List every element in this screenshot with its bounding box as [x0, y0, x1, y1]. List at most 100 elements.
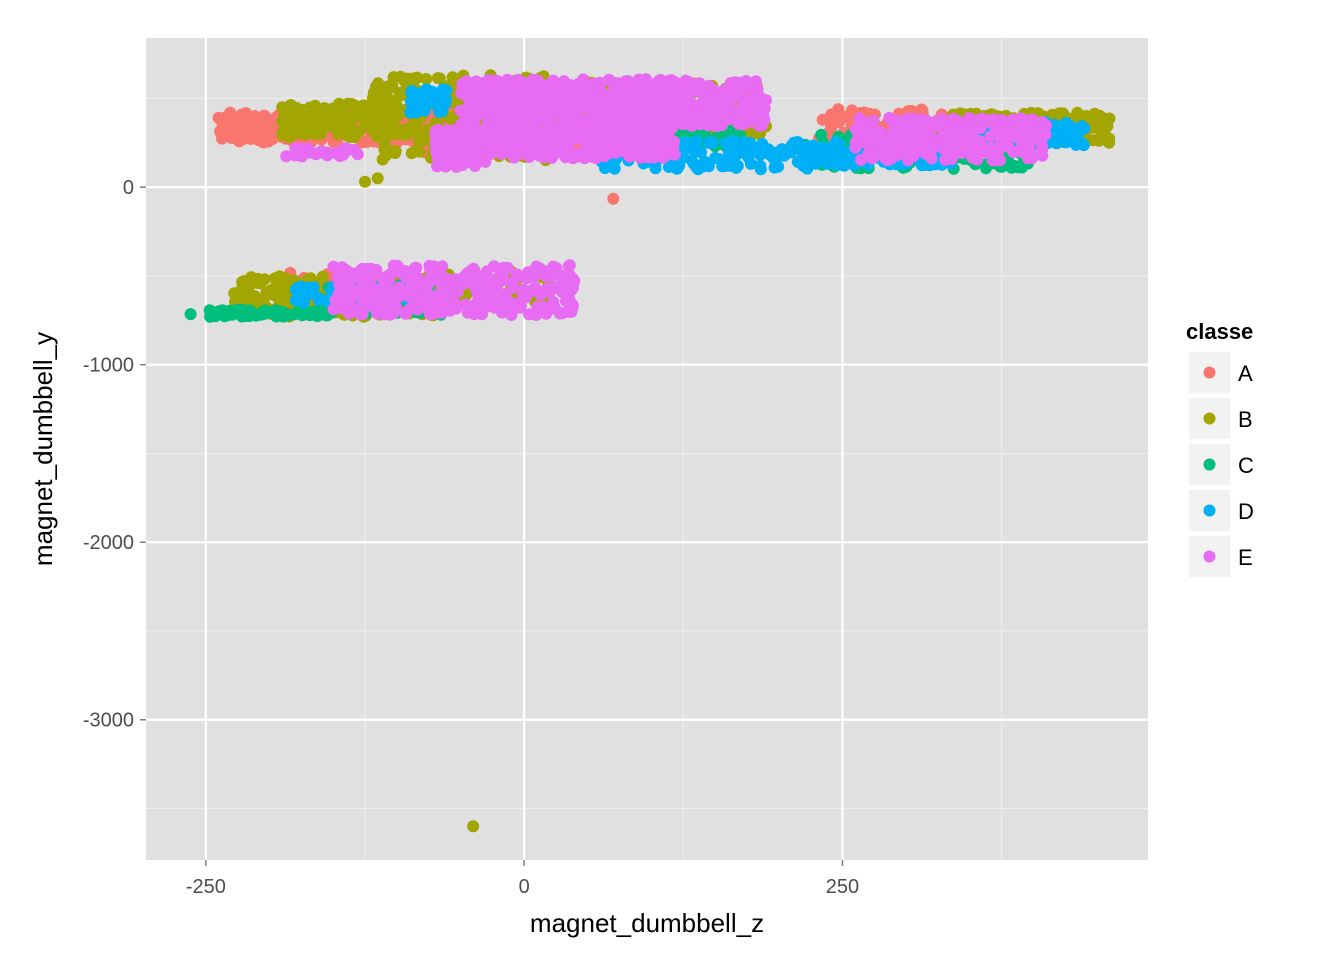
data-point — [1078, 122, 1091, 135]
data-point — [439, 304, 452, 317]
data-point — [215, 127, 228, 140]
data-point — [467, 820, 480, 833]
data-point — [537, 300, 550, 313]
data-point — [348, 124, 360, 137]
data-point — [505, 113, 518, 126]
data-point — [650, 145, 663, 158]
data-point — [327, 303, 340, 316]
data-point — [571, 101, 584, 114]
data-point — [685, 119, 698, 132]
data-point — [304, 146, 316, 159]
data-point — [918, 147, 931, 160]
y-tick-label: -1000 — [83, 355, 134, 377]
data-point — [598, 150, 611, 163]
data-point — [559, 100, 572, 112]
data-point — [1071, 106, 1084, 119]
data-point — [212, 111, 225, 124]
data-point — [907, 150, 920, 163]
data-point — [1036, 130, 1049, 143]
data-point — [558, 142, 571, 155]
data-point — [390, 301, 403, 314]
y-tick-label: 0 — [123, 177, 134, 199]
data-point — [939, 153, 952, 166]
data-point — [827, 156, 840, 169]
data-point — [348, 144, 361, 156]
data-point — [885, 129, 898, 142]
data-point — [505, 309, 518, 321]
data-point — [895, 122, 908, 135]
data-point — [360, 264, 373, 277]
data-point — [388, 101, 401, 113]
data-point — [1022, 144, 1035, 157]
data-point — [1017, 124, 1030, 137]
data-point — [603, 73, 615, 86]
data-point — [636, 141, 649, 153]
data-point — [236, 310, 248, 323]
data-point — [763, 148, 776, 161]
data-point — [609, 127, 622, 140]
data-point — [971, 151, 984, 164]
data-point — [1098, 121, 1111, 134]
data-point — [433, 105, 446, 118]
data-point — [439, 97, 452, 110]
legend-entry-E: E — [1187, 534, 1253, 579]
data-point — [833, 116, 846, 129]
data-point — [343, 307, 355, 320]
data-point — [556, 307, 569, 320]
data-point — [1050, 137, 1063, 150]
legend-entry-C: C — [1187, 442, 1254, 487]
data-point — [420, 83, 433, 96]
legend-key-point — [1203, 550, 1216, 563]
data-point — [874, 126, 887, 139]
data-point — [711, 90, 724, 103]
data-point — [754, 163, 767, 176]
data-point — [951, 131, 963, 144]
data-point — [732, 81, 745, 94]
legend-entry-B: B — [1187, 396, 1253, 441]
data-point — [403, 290, 416, 303]
data-point — [337, 148, 350, 161]
data-point — [359, 175, 371, 188]
y-tick-label: -3000 — [83, 710, 134, 732]
data-point — [329, 294, 342, 307]
x-axis-ticks: -250 0 250 — [186, 860, 859, 898]
data-point — [670, 100, 683, 113]
data-point — [551, 127, 564, 140]
data-point — [894, 142, 907, 155]
data-point — [659, 92, 672, 105]
data-point — [974, 135, 987, 148]
data-point — [267, 126, 280, 139]
data-point — [881, 154, 894, 167]
data-point — [660, 117, 673, 130]
data-point — [258, 116, 271, 129]
legend-key — [1187, 442, 1232, 487]
data-point — [846, 104, 858, 117]
data-point — [388, 123, 401, 136]
data-point — [849, 123, 862, 136]
data-point — [520, 129, 533, 142]
data-point — [760, 94, 772, 107]
data-point — [417, 97, 430, 110]
data-point — [607, 192, 620, 205]
data-point — [582, 146, 595, 159]
data-point — [389, 291, 402, 304]
data-point — [734, 117, 747, 130]
data-point — [756, 137, 769, 150]
data-point — [510, 93, 523, 106]
data-point — [483, 97, 496, 110]
data-point — [750, 89, 763, 102]
data-point — [527, 78, 540, 91]
data-point — [370, 287, 383, 300]
data-point — [698, 155, 711, 168]
data-point — [706, 136, 719, 149]
data-point — [241, 293, 254, 306]
data-point — [442, 294, 455, 307]
data-point — [713, 153, 726, 166]
data-point — [935, 112, 948, 125]
data-point — [710, 120, 723, 133]
data-point — [544, 100, 557, 113]
x-tick-label: 250 — [826, 876, 859, 898]
data-points — [184, 69, 1116, 833]
